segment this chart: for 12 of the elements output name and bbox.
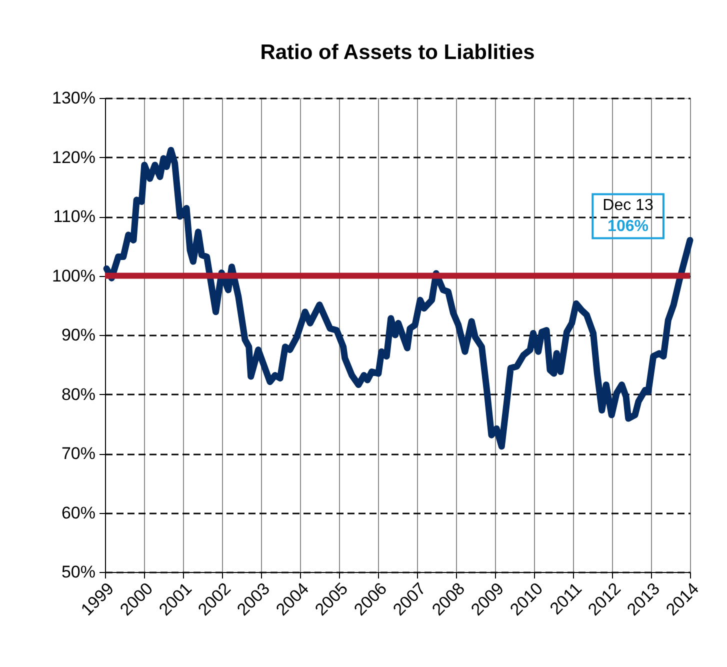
y-tick-label: 60% bbox=[61, 503, 96, 522]
annotation: Dec 13 bbox=[602, 197, 654, 214]
y-tick-label: 90% bbox=[61, 326, 96, 344]
y-tick-label: 100% bbox=[52, 266, 96, 286]
y-tick-label: 50% bbox=[61, 562, 96, 582]
y-tick-label: 120% bbox=[52, 148, 96, 167]
y-tick-label: 110% bbox=[53, 207, 96, 226]
y-tick-label: 130% bbox=[52, 88, 96, 108]
y-tick-label: 80% bbox=[61, 384, 96, 404]
y-tick-label: 70% bbox=[61, 444, 96, 463]
chart-title: Ratio of Assets to Liablities bbox=[260, 41, 535, 64]
annotation: 106% bbox=[608, 218, 648, 236]
